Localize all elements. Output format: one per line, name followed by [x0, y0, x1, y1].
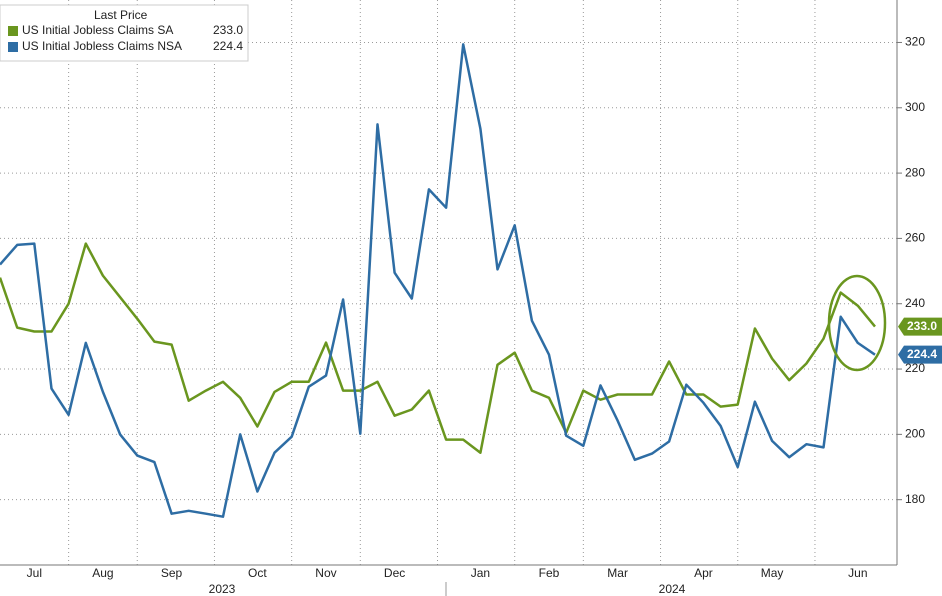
y-tick-label: 240 — [905, 296, 925, 310]
legend-swatch — [8, 26, 18, 36]
legend-title: Last Price — [94, 8, 148, 22]
last-value-tag — [898, 317, 942, 336]
legend-box — [0, 4, 249, 62]
x-tick-label: Feb — [539, 566, 560, 580]
legend-label: US Initial Jobless Claims SA — [22, 23, 173, 37]
x-tick-label: Dec — [384, 566, 405, 580]
x-tick-label: Jul — [27, 566, 42, 580]
last-value-label: 233.0 — [907, 319, 937, 333]
x-tick-label: Mar — [607, 566, 628, 580]
y-tick-label: 260 — [905, 231, 925, 245]
x-tick-label: May — [761, 566, 784, 580]
y-tick-label: 220 — [905, 361, 925, 375]
last-value-tag — [898, 345, 942, 364]
x-tick-label: Jan — [471, 566, 490, 580]
legend-value: 233.0 — [213, 23, 243, 37]
legend-value: 224.4 — [213, 39, 243, 53]
y-tick-label: 200 — [905, 427, 925, 441]
legend-label: US Initial Jobless Claims NSA — [22, 39, 182, 53]
y-tick-label: 300 — [905, 100, 925, 114]
series-line — [0, 242, 876, 454]
x-tick-label: Nov — [315, 566, 336, 580]
year-label: 2024 — [659, 582, 686, 596]
x-tick-label: Sep — [161, 566, 183, 580]
last-value-label: 224.4 — [907, 347, 937, 361]
legend-swatch — [8, 42, 18, 52]
y-tick-label: 280 — [905, 165, 925, 179]
highlight-ellipse — [827, 274, 887, 372]
lines — [0, 43, 876, 518]
legend: Last Price US Initial Jobless Claims SA 2… — [0, 4, 249, 62]
x-tick-label: Apr — [694, 566, 713, 580]
x-tick-label: Oct — [248, 566, 267, 580]
series-line — [0, 43, 876, 518]
x-tick-label: Aug — [92, 566, 113, 580]
y-tick-label: 320 — [905, 35, 925, 49]
x-tick-label: Jun — [848, 566, 867, 580]
year-label: 2023 — [209, 582, 236, 596]
y-tick-label: 180 — [905, 492, 925, 506]
